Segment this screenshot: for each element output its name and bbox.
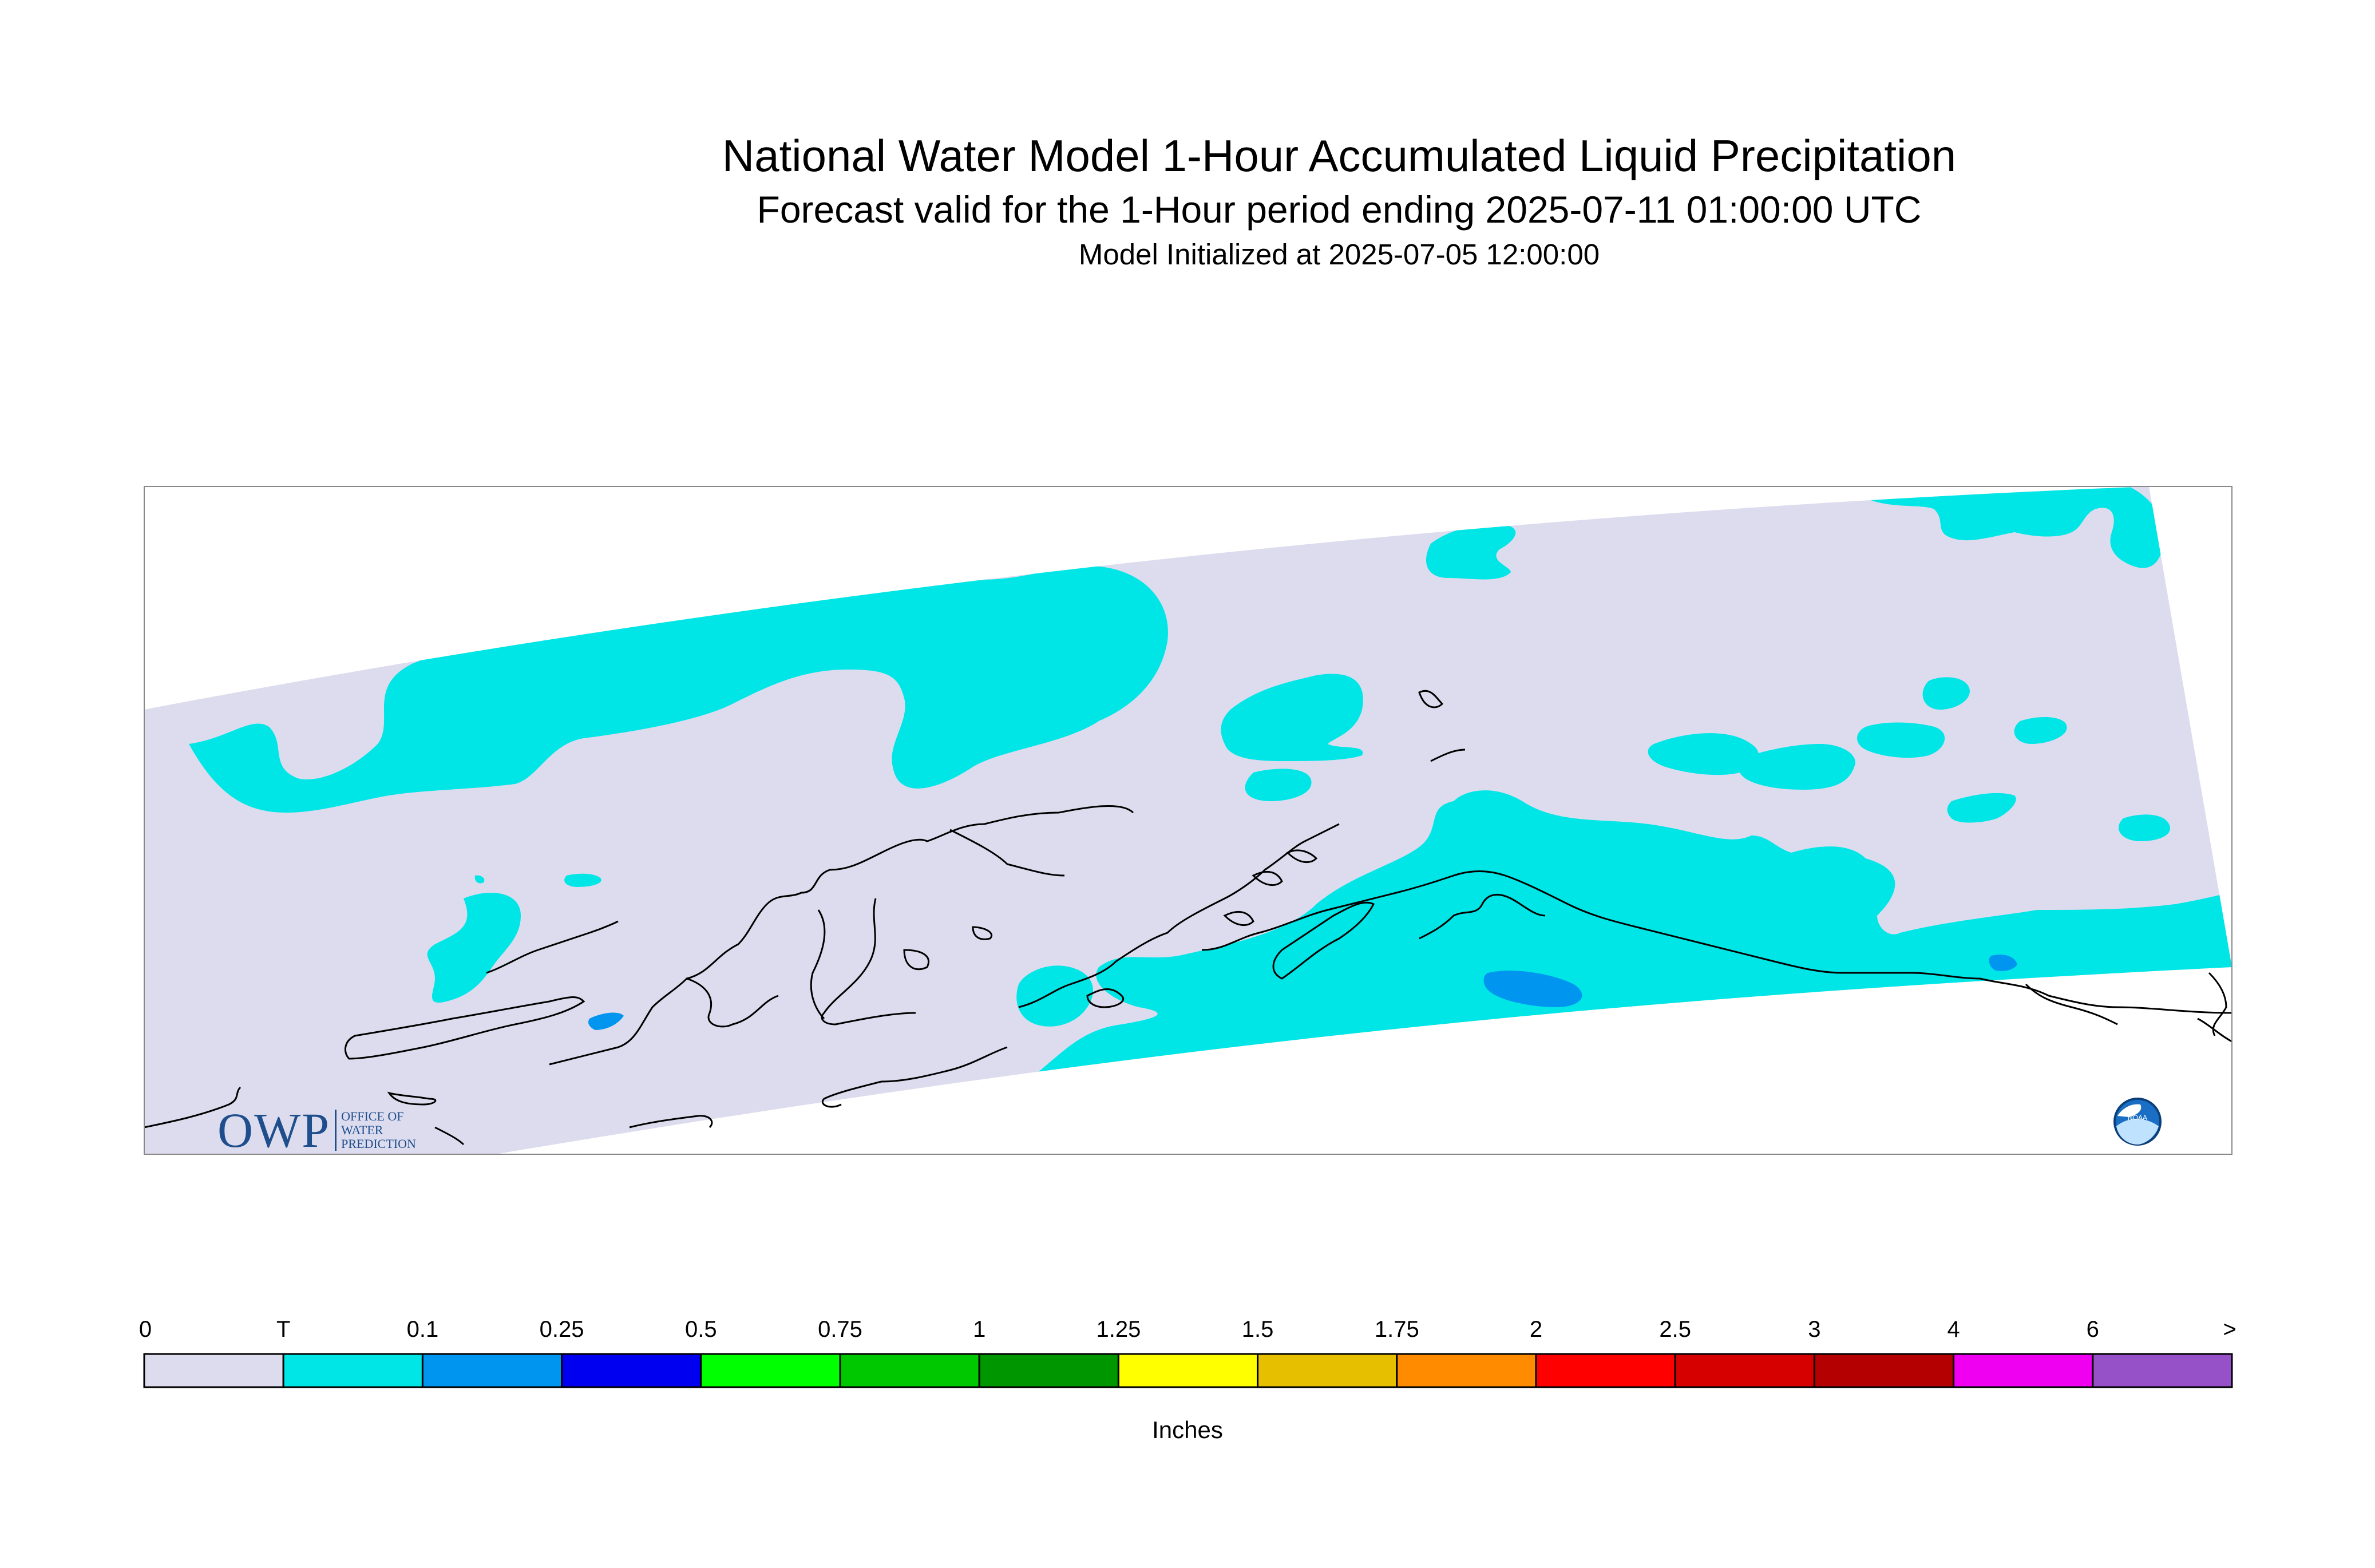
colorbar-swatch [700,1353,841,1388]
owp-logo-line-2: WATER [341,1123,383,1137]
colorbar-tick-label: 4 [1947,1317,1960,1342]
model-init-time: Model Initialized at 2025-07-05 12:00:00 [1078,238,1600,271]
coastline-yukon [949,829,1065,877]
colorbar-tick-label: 0.1 [406,1317,439,1342]
colorbar-swatch [1117,1353,1259,1388]
trace-area-east-5 [2014,717,2067,744]
coastline-interior-1 [821,898,916,1025]
coastline-north-spit [1430,749,1466,762]
colorbar-tick-label: 0.5 [684,1317,717,1342]
coastline-bottom [629,1115,713,1129]
coastline-interior-2 [810,909,826,1020]
colorbar-swatch [1813,1353,1955,1388]
trace-area-bristol-bay [1016,965,1093,1027]
trace-area-east-3 [1857,722,1945,758]
owp-logo-letters: OWP [217,1103,331,1158]
owp-logo-line-3: PREDICTION [341,1137,416,1151]
coastline-prince-william [1419,893,1546,940]
owp-logo-line-1: OFFICE OF [341,1109,404,1123]
trace-area-northeast-2 [1866,486,2163,568]
colorbar-tick-label: 2.5 [1659,1317,1691,1342]
trace-area-dot [474,875,485,884]
coastline-islands-2 [1286,849,1318,864]
colorbar-swatch [1674,1353,1815,1388]
coastline-west-islands-2 [344,996,585,1060]
colorbar-tick-label: 0 [138,1317,152,1342]
owp-logo: OWP OFFICE OF WATER PREDICTION [217,1104,416,1156]
colorbar-tick-label: 1.75 [1374,1317,1419,1342]
coastline-kenai [1086,988,1124,1008]
coastline-alaska-peninsula [822,1046,1008,1108]
coastline-islands-3 [1223,910,1254,926]
coastline-lower-west [144,1086,242,1129]
coastline-gulf [1201,870,2232,1014]
trace-area-north-central-small [1245,769,1312,801]
colorbar-tick-label: 1.5 [1241,1317,1274,1342]
coastline-east-edge [2197,1017,2232,1043]
coastline-north-islands [1418,690,1444,708]
light-area-west [588,1012,624,1030]
colorbar-tick-label: 0.75 [818,1317,862,1342]
colorbar-swatch [839,1353,980,1388]
trace-area-east-2 [1737,744,1855,790]
trace-area-east-1 [1648,733,1759,775]
light-area-east [1989,955,2017,971]
colorbar-swatch [421,1353,563,1388]
trace-area-west-small [564,873,601,887]
trace-area-northeast-1 [1426,524,1516,580]
colorbar-swatch [2092,1353,2233,1388]
coastline-kodiak [1272,901,1375,980]
colorbar-swatch [143,1353,284,1388]
light-precip-areas [588,955,2017,1030]
trace-area-east-4 [1922,677,1970,710]
coastline-nunivak [903,949,929,971]
colorbar-tick-label: > [2223,1317,2237,1342]
precip-colorbar [143,1353,2233,1388]
colorbar-tick-label: 3 [1808,1317,1821,1342]
trace-area-west-island [427,893,521,1003]
coastline-cook-inlet [1018,823,1340,1008]
coastline-lower-west-2 [387,1091,437,1106]
colorbar-swatch [1535,1353,1676,1388]
trace-area-east-7 [2118,814,2170,841]
coastline-southeast [2025,983,2118,1025]
colorbar-tick-label: T [276,1317,291,1342]
coastline-islands-1 [1252,870,1283,886]
colorbar-swatch [282,1353,423,1388]
map-title: National Water Model 1-Hour Accumulated … [722,130,1957,181]
coastline-st-lawrence [972,926,992,940]
model-domain [144,486,2232,1154]
coastline-lower-west-3 [434,1126,465,1146]
trace-area-north-central [1221,674,1363,761]
owp-logo-subtitle: OFFICE OF WATER PREDICTION [335,1110,416,1151]
noaa-logo: NOAA [2113,1098,2162,1146]
colorbar-swatch [1953,1353,2094,1388]
colorbar-swatch [1396,1353,1537,1388]
trace-area-alaska-south [973,790,2232,1122]
coastline-alaska-west [549,805,1134,1066]
coastline-west-islands-1 [486,920,619,974]
colorbar-tick-label: 1 [973,1317,986,1342]
colorbar-swatch [561,1353,702,1388]
noaa-logo-text: NOAA [2128,1114,2147,1122]
trace-area-northwest [189,565,1168,813]
colorbar-tick-label: 2 [1529,1317,1543,1342]
colorbar-tick-label: 6 [2086,1317,2099,1342]
colorbar-swatch [978,1353,1119,1388]
trace-precip-areas [189,486,2232,1122]
colorbar-tick-label: 0.25 [539,1317,584,1342]
colorbar-tick-label: 1.25 [1096,1317,1141,1342]
trace-area-east-6 [1947,793,2016,823]
colorbar-units: Inches [1152,1416,1223,1443]
coastline-far-east [2208,972,2227,1036]
colorbar-swatch [1257,1353,1398,1388]
coastline-kuskokwim [686,977,779,1028]
light-area-gulf [1483,971,1582,1007]
map-subtitle: Forecast valid for the 1-Hour period end… [757,188,1922,231]
coastlines [144,690,2232,1146]
map-frame [144,486,2232,1155]
